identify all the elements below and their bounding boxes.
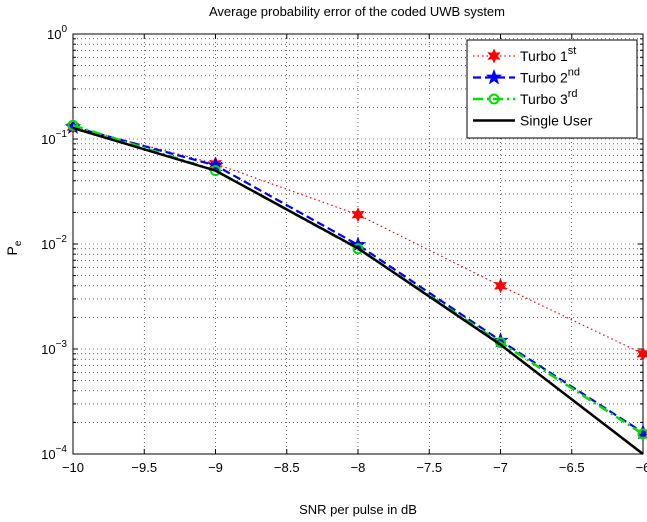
y-tick-label: 10−3 [41,339,67,357]
y-axis-label: Pe [4,240,24,255]
legend-entry: Turbo 2nd [473,67,580,86]
x-tick-label: −9 [208,460,223,475]
x-tick-label: −7.5 [416,460,442,475]
axis-ticks: −10 −9.5 −9 −8.5 −8 −7.5 −7 −6.5 −6 100 10−1 10−2 10… [41,24,647,475]
legend-entry: Turbo 1st [473,45,576,64]
chart-title: Average probability error of the coded U… [209,4,505,19]
legend-entry: Single User [473,113,593,129]
legend-entry: Turbo 3rd [473,88,578,107]
x-tick-label: −7 [493,460,508,475]
legend-marker [485,68,503,85]
series-line [72,126,644,455]
x-tick-label: −8 [351,460,366,475]
series-4 [72,126,644,455]
x-tick-label: −9.5 [131,460,157,475]
legend-label: Turbo 1st [520,45,576,64]
data-point [636,346,647,362]
data-point [637,428,647,440]
legend-label: Turbo 2nd [520,67,580,86]
data-point [351,207,365,223]
series-3 [67,119,647,440]
legend-label: Single User [520,113,593,129]
series-group [64,118,647,455]
x-tick-label: −10 [62,460,84,475]
legend-marker [488,93,500,105]
x-tick-label: −8.5 [274,460,300,475]
x-axis-label: SNR per pulse in dB [299,502,417,517]
x-tick-label: −6 [636,460,647,475]
y-tick-label: 10−4 [41,444,67,462]
data-point [207,156,224,173]
data-point [210,165,221,177]
data-point [67,119,79,131]
y-tick-label: 100 [47,24,67,42]
x-tick-label: −6.5 [559,460,585,475]
y-tick-label: 10−2 [41,234,67,252]
legend-marker [487,48,501,64]
legend: Turbo 1st Turbo 2nd Turbo 3rd Single User [466,39,638,139]
legend-label: Turbo 3rd [520,88,578,107]
series-line [72,125,644,434]
data-point [493,278,508,294]
data-point [352,243,364,255]
y-tick-label: 10−1 [41,129,67,147]
